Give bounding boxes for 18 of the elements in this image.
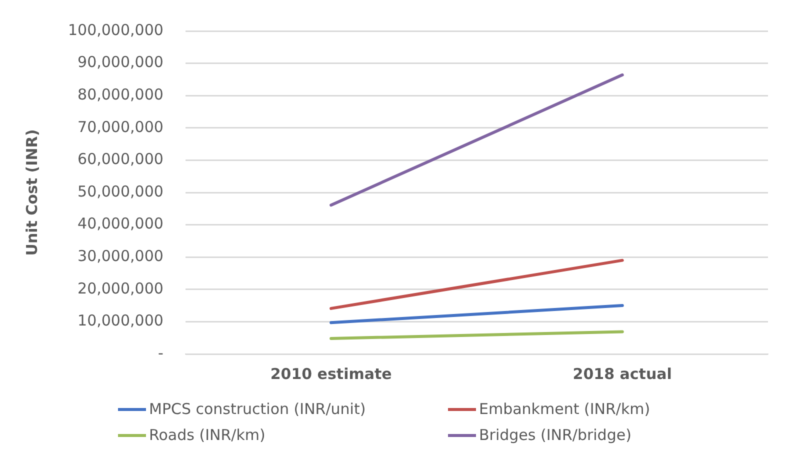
y-axis-title: Unit Cost (INR) bbox=[22, 129, 41, 256]
y-tick-label: 60,000,000 bbox=[78, 150, 164, 168]
legend-label: Embankment (INR/km) bbox=[479, 400, 650, 418]
y-tick-label: 40,000,000 bbox=[78, 214, 164, 233]
y-tick-label: 70,000,000 bbox=[78, 118, 164, 136]
y-tick-label: 30,000,000 bbox=[78, 246, 164, 265]
x-tick-label: 2010 estimate bbox=[270, 364, 392, 383]
y-tick-label: 50,000,000 bbox=[78, 182, 164, 200]
x-tick-label: 2018 actual bbox=[572, 364, 672, 383]
legend-label: Bridges (INR/bridge) bbox=[479, 426, 632, 444]
y-tick-label: 10,000,000 bbox=[78, 312, 164, 330]
y-tick-label: 20,000,000 bbox=[78, 279, 164, 298]
legend-label: Roads (INR/km) bbox=[149, 426, 266, 444]
y-tick-label: 90,000,000 bbox=[78, 53, 164, 72]
y-tick-label: 100,000,000 bbox=[68, 20, 164, 39]
legend-label: MPCS construction (INR/unit) bbox=[149, 400, 366, 418]
y-tick-label: - bbox=[158, 344, 164, 362]
y-tick-label: 80,000,000 bbox=[78, 85, 164, 104]
